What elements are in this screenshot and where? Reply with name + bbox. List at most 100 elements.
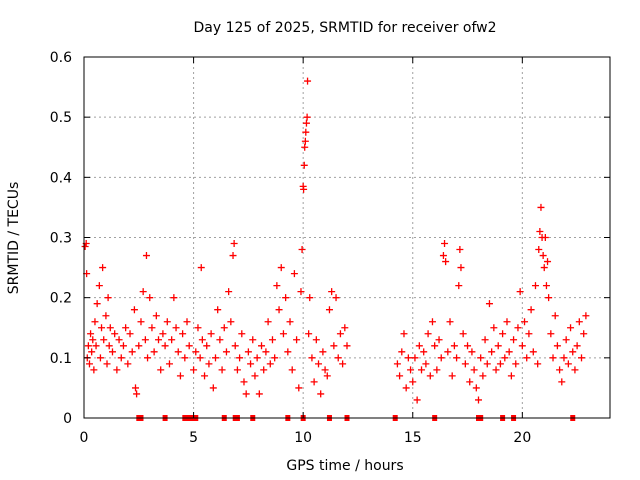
data-point [507, 372, 515, 380]
data-point [161, 342, 169, 350]
x-tick-label: 15 [404, 430, 422, 446]
data-point [89, 336, 97, 344]
data-point [461, 360, 469, 368]
data-point [400, 330, 408, 338]
y-axis-label: SRMTID / TECUs [6, 182, 22, 295]
data-point [260, 366, 268, 374]
data-point [137, 318, 145, 326]
data-point [569, 348, 577, 356]
data-point [547, 330, 555, 338]
data-point [157, 366, 165, 374]
data-point [420, 348, 428, 356]
data-point [176, 372, 184, 380]
data-point [119, 342, 127, 350]
data-point [393, 360, 401, 368]
data-point [98, 324, 106, 332]
data-point [293, 336, 301, 344]
data-point [163, 318, 171, 326]
data-point [196, 354, 204, 362]
data-point [567, 324, 575, 332]
data-point [481, 336, 489, 344]
data-point [494, 342, 502, 350]
data-point [479, 372, 487, 380]
data-point [275, 306, 283, 314]
data-point [459, 330, 467, 338]
data-point [148, 324, 156, 332]
data-point [578, 354, 586, 362]
data-point [315, 360, 323, 368]
data-point [170, 294, 178, 302]
data-point [470, 366, 478, 374]
data-point [534, 360, 542, 368]
data-point [402, 384, 410, 392]
data-point [466, 378, 474, 386]
data-point [341, 324, 349, 332]
data-point [192, 348, 200, 356]
data-point [560, 354, 568, 362]
data-point [230, 240, 238, 248]
data-point [525, 330, 533, 338]
data-point [404, 354, 412, 362]
data-point [87, 330, 95, 338]
y-tick-label: 0.2 [50, 291, 72, 307]
data-point [422, 360, 430, 368]
data-point [490, 324, 498, 332]
data-point [456, 246, 464, 254]
data-point [516, 288, 524, 296]
data-point [564, 360, 572, 368]
data-point [183, 318, 191, 326]
data-point [124, 360, 132, 368]
data-point [100, 336, 108, 344]
data-point [544, 258, 552, 266]
data-point [236, 354, 244, 362]
data-point [122, 324, 130, 332]
data-point [441, 240, 449, 248]
data-point [409, 378, 417, 386]
data-point [562, 336, 570, 344]
data-point [305, 330, 313, 338]
axes [83, 56, 611, 419]
data-point [253, 354, 261, 362]
data-point [126, 330, 134, 338]
data-point [435, 336, 443, 344]
data-point [499, 330, 507, 338]
y-axis-ticks: 0 0.1 0.2 0.3 0.4 0.5 0.6 [50, 50, 610, 427]
data-point [198, 336, 206, 344]
data-point [464, 342, 472, 350]
data-point [308, 354, 316, 362]
data-point [284, 348, 292, 356]
data-point [334, 354, 342, 362]
data-point [558, 378, 566, 386]
data-point [229, 252, 237, 260]
data-point [301, 143, 309, 151]
data-point [302, 128, 310, 136]
data-point [297, 288, 305, 296]
data-point [185, 342, 193, 350]
data-point [556, 366, 564, 374]
data-point [505, 348, 513, 356]
data-point [485, 300, 493, 308]
data-point [104, 294, 112, 302]
data-point [144, 354, 152, 362]
data-point [492, 366, 500, 374]
data-point [450, 342, 458, 350]
data-point [551, 312, 559, 320]
data-point [209, 384, 217, 392]
data-point [549, 354, 557, 362]
data-point [444, 348, 452, 356]
data-point [102, 312, 110, 320]
data-point [472, 384, 480, 392]
data-point [304, 77, 312, 85]
data-point [319, 348, 327, 356]
data-point [321, 366, 329, 374]
data-point [242, 390, 250, 398]
data-point [437, 354, 445, 362]
data-point [336, 330, 344, 338]
data-point [113, 366, 121, 374]
data-point [328, 288, 336, 296]
data-point [214, 306, 222, 314]
data-point [165, 360, 173, 368]
data-point [433, 366, 441, 374]
data-point [247, 360, 255, 368]
data-point [317, 390, 325, 398]
